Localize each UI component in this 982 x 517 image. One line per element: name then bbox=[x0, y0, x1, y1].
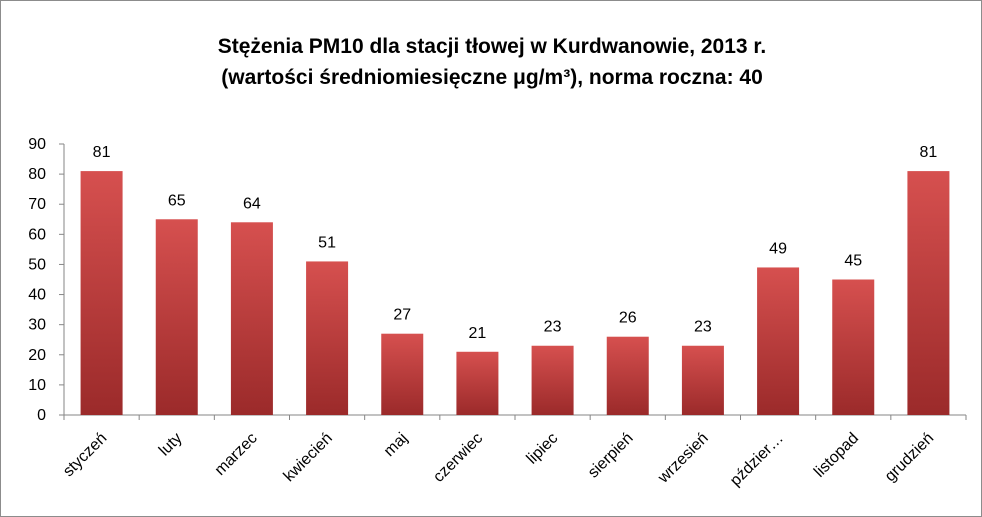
data-labels: 81 65 64 51 27 21 23 26 23 49 45 81 bbox=[93, 144, 938, 342]
x-category-label: listopad bbox=[811, 430, 862, 481]
chart-title-line-1: Stężenia PM10 dla stacji tłowej w Kurdwa… bbox=[217, 35, 767, 58]
data-label: 23 bbox=[694, 319, 712, 336]
x-category-label: luty bbox=[156, 430, 186, 460]
data-label: 51 bbox=[318, 234, 336, 251]
bar bbox=[456, 351, 499, 415]
bar bbox=[832, 279, 875, 415]
bar bbox=[155, 219, 198, 415]
y-tick-label: 20 bbox=[28, 347, 46, 364]
bar bbox=[681, 345, 724, 415]
data-label: 49 bbox=[769, 240, 787, 257]
bar bbox=[306, 261, 349, 415]
x-category-label: kwiecień bbox=[281, 430, 336, 485]
data-label: 81 bbox=[93, 144, 111, 161]
x-axis: styczeń luty marzec kwiecień maj czerwiec lipi… bbox=[60, 414, 967, 490]
x-category-label: sierpień bbox=[585, 430, 637, 482]
x-category-label: maj bbox=[381, 430, 411, 460]
data-label: 65 bbox=[168, 192, 186, 209]
bar bbox=[757, 267, 800, 415]
chart-title-line-2: (wartości średniomiesięczne μg/m³), norm… bbox=[221, 66, 763, 89]
x-category-label: styczeń bbox=[60, 430, 110, 480]
x-category-label: marzec bbox=[212, 430, 261, 479]
y-tick-label: 0 bbox=[37, 407, 46, 424]
bar bbox=[230, 222, 273, 415]
x-category-label: lipiec bbox=[524, 430, 562, 468]
y-axis: 0 10 20 30 40 50 60 70 80 90 bbox=[28, 136, 65, 424]
data-label: 27 bbox=[393, 307, 411, 324]
bar bbox=[606, 336, 649, 415]
bar bbox=[381, 333, 424, 415]
chart-title: Stężenia PM10 dla stacji tłowej w Kurdwa… bbox=[1, 31, 982, 93]
data-label: 23 bbox=[544, 319, 562, 336]
x-category-label: czerwiec bbox=[430, 430, 486, 486]
x-category-label: wrzesień bbox=[654, 430, 711, 487]
bar bbox=[80, 171, 123, 415]
data-label: 21 bbox=[469, 325, 487, 342]
y-tick-label: 30 bbox=[28, 317, 46, 334]
bar bbox=[531, 345, 574, 415]
y-tick-label: 50 bbox=[28, 256, 46, 273]
y-tick-label: 40 bbox=[28, 287, 46, 304]
data-label: 81 bbox=[920, 144, 938, 161]
data-label: 64 bbox=[243, 195, 261, 212]
y-tick-label: 70 bbox=[28, 196, 46, 213]
x-category-label: pździer… bbox=[727, 430, 787, 490]
x-category-label: grudzień bbox=[882, 430, 937, 485]
y-tick-label: 10 bbox=[28, 377, 46, 394]
bars bbox=[80, 171, 950, 415]
bar bbox=[907, 171, 950, 415]
y-tick-label: 90 bbox=[28, 136, 46, 153]
y-tick-label: 60 bbox=[28, 226, 46, 243]
data-label: 26 bbox=[619, 310, 637, 327]
y-tick-label: 80 bbox=[28, 166, 46, 183]
data-label: 45 bbox=[844, 253, 862, 270]
